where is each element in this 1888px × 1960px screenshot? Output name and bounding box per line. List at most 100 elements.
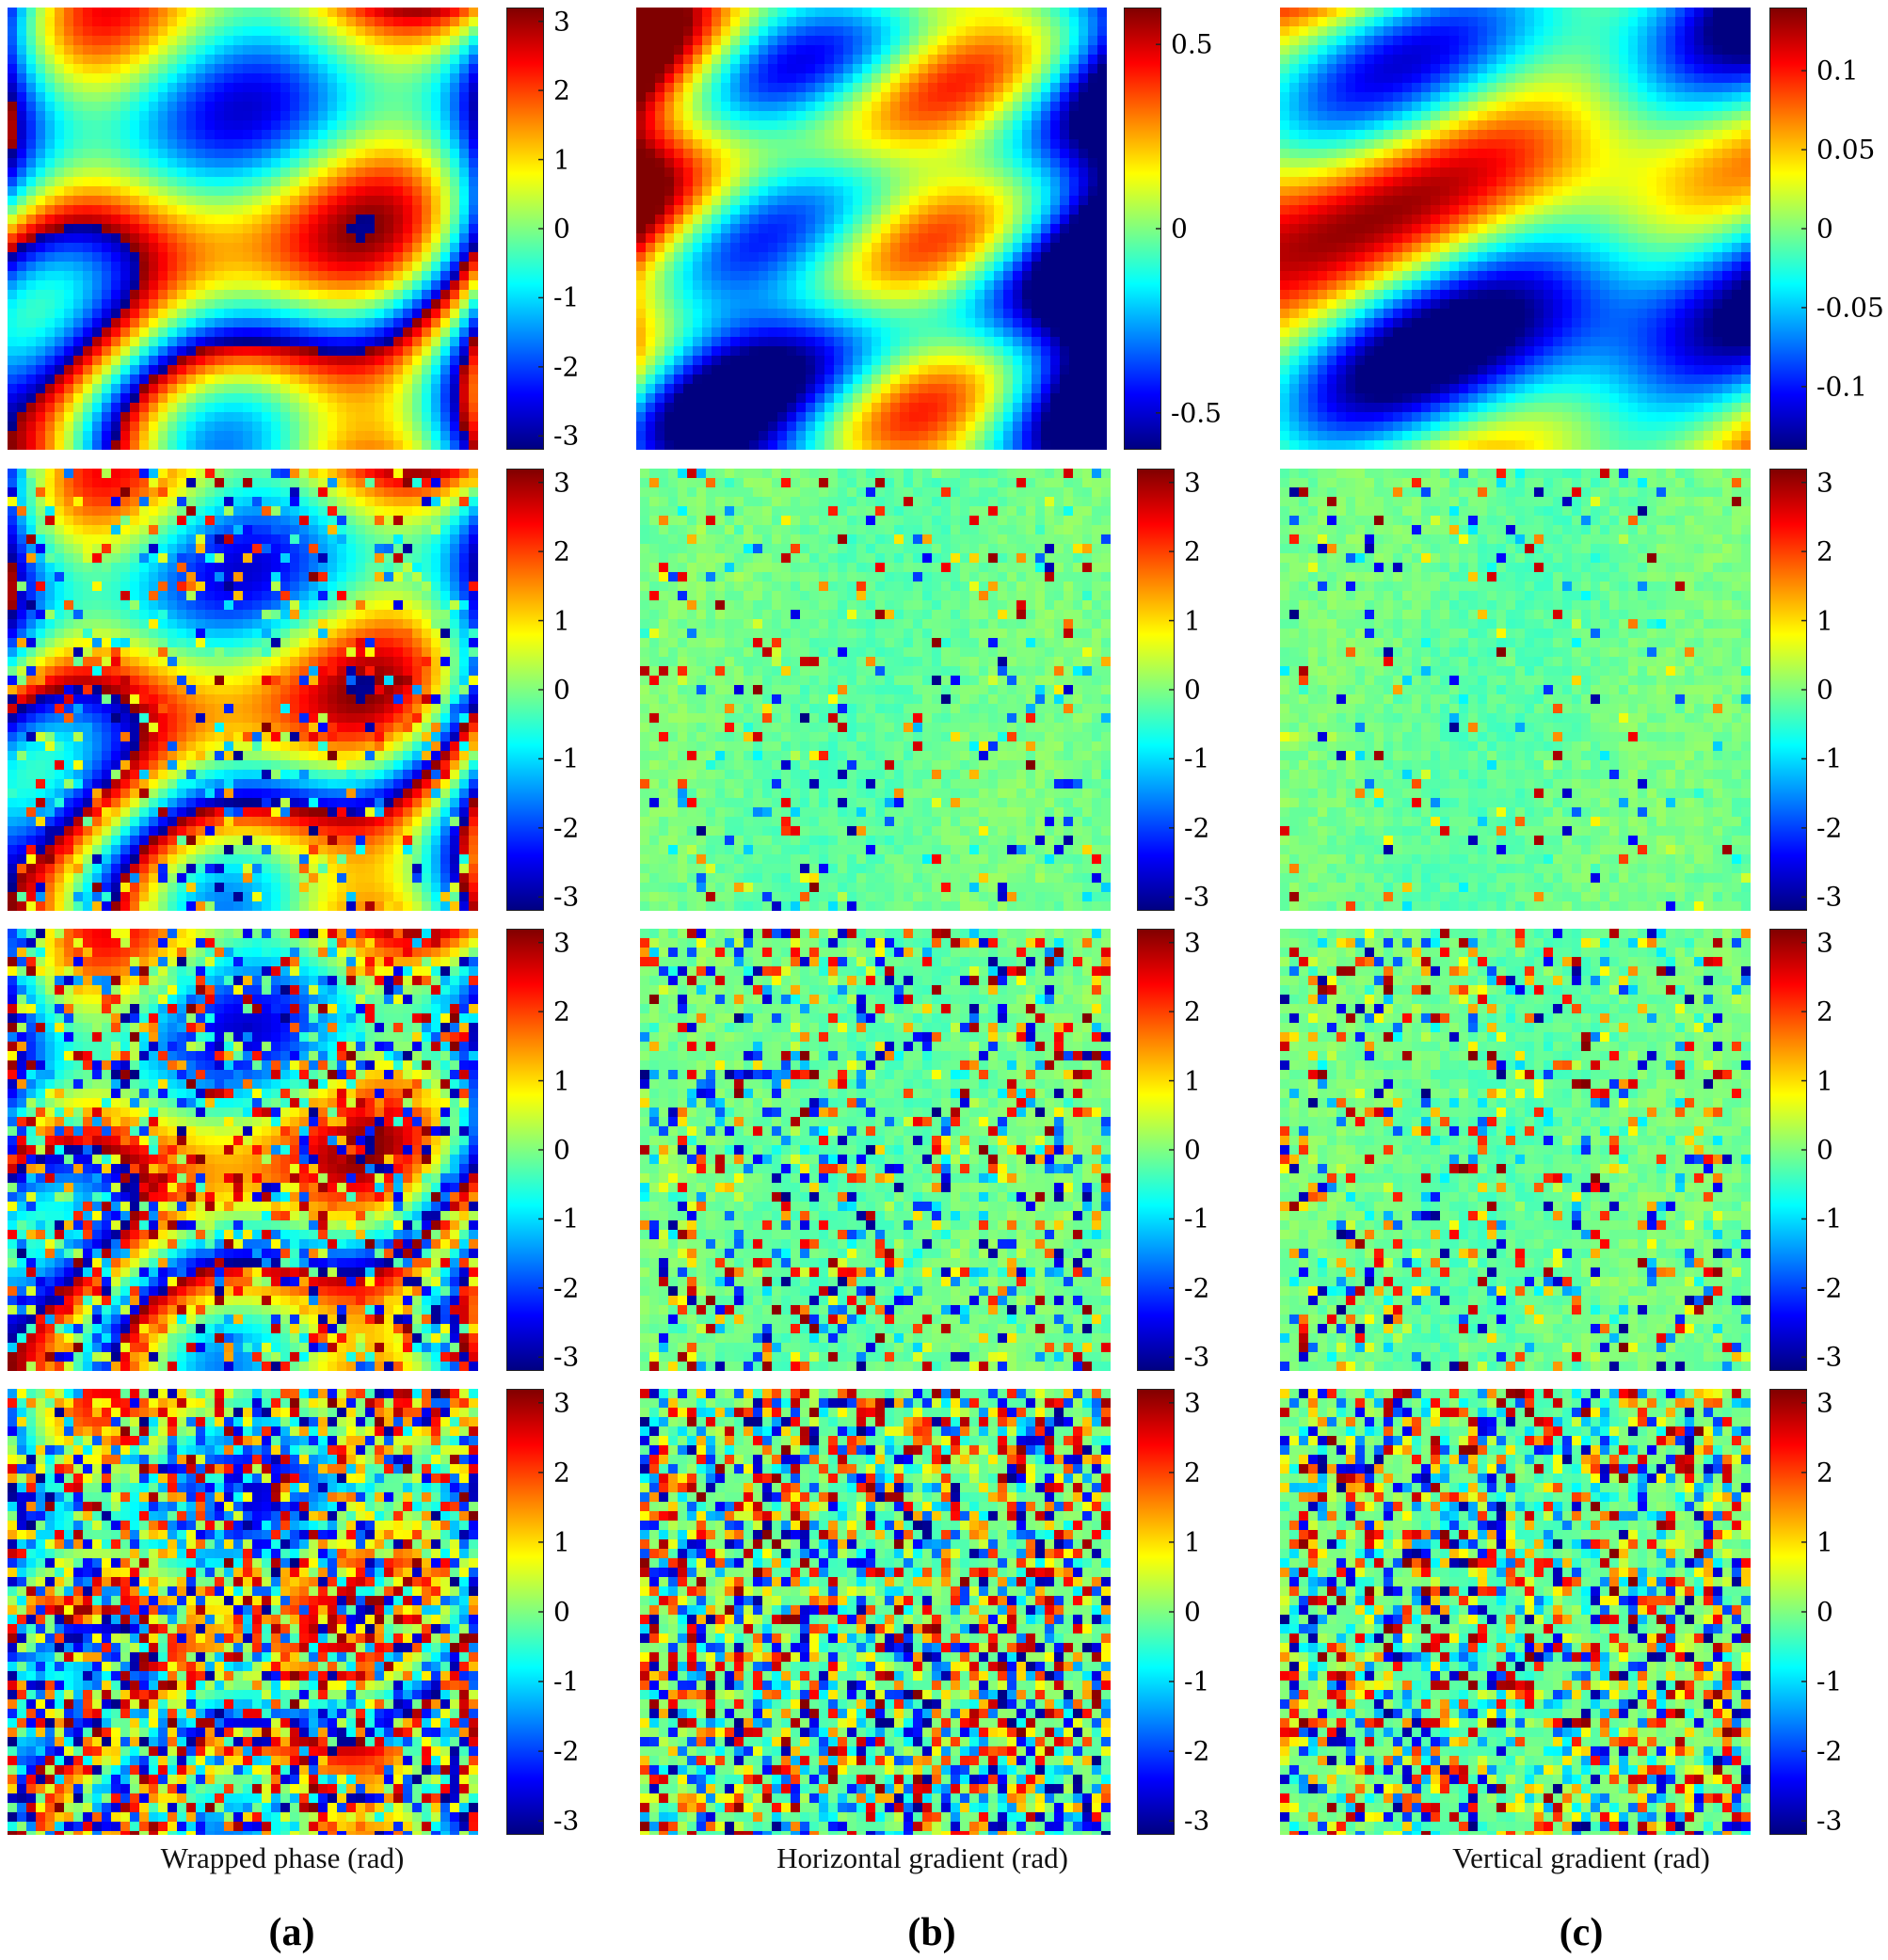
colorbar-tick-label: 1 [553,1065,570,1096]
heatmap-image [1280,469,1751,911]
colorbar-tick-label: -1 [1184,1203,1209,1235]
colorbar-tick-label: 0 [1816,1597,1833,1628]
colorbar-tick-label: 1 [1184,605,1201,636]
colorbar-tick-label: -2 [553,812,579,843]
colorbar-tick-label: 0 [1184,1597,1201,1628]
colorbar-tick-label: -1 [553,282,579,313]
colorbar-1-0 [506,469,544,915]
colorbar-tick-label: -2 [1184,1736,1209,1767]
heatmap-image [640,1389,1111,1835]
colorbar-gradient [1137,1389,1175,1835]
heatmap-3-2 [1280,1389,1751,1835]
colorbar-tick-label: 2 [553,996,570,1028]
heatmap-image [8,469,478,911]
heatmap-3-0 [8,1389,478,1835]
colorbar-tick-label: -3 [1184,1806,1209,1837]
colorbar-tick-label: 2 [1184,1457,1201,1488]
colorbar-gradient [506,8,544,450]
heatmap-1-1 [640,469,1111,911]
colorbar-gradient [1769,1389,1807,1835]
colorbar-tick-label: 3 [1816,927,1833,958]
colorbar-tick-label: -1 [1184,1666,1209,1697]
colorbar-tick-label: -0.1 [1816,371,1867,402]
colorbar-tick-label: -2 [1816,1272,1842,1303]
colorbar-tick-label: 2 [553,75,570,106]
colorbar-tick-label: -1 [553,1203,579,1235]
heatmap-image [8,8,478,450]
colorbar-tick-label: 3 [553,467,570,498]
heatmap-image [1280,8,1751,450]
colorbar-tick-label: -1 [1816,1666,1842,1697]
colorbar-tick-label: 1 [1184,1065,1201,1096]
colorbar-tick-label: -3 [553,1806,579,1837]
colorbar-tick-label: 1 [553,144,570,175]
colorbar-tick-label: -3 [553,421,579,452]
colorbar-tick-label: 3 [1184,927,1201,958]
colorbar-gradient [506,1389,544,1835]
colorbar-tick-label: 3 [1184,1387,1201,1418]
subfigure-label-b: (b) [838,1910,1026,1955]
colorbar-gradient [506,469,544,911]
colorbar-tick-label: -1 [1816,1203,1842,1235]
colorbar-tick-label: 3 [1184,467,1201,498]
colorbar-tick-label: -3 [1816,1342,1842,1373]
colorbar-tick-label: 2 [1184,996,1201,1028]
colorbar-tick-label: 0 [553,1135,570,1166]
colorbar-tick-label: 0 [1171,214,1188,245]
colorbar-tick-label: -2 [1816,1736,1842,1767]
heatmap-2-2 [1280,929,1751,1371]
colorbar-gradient [1769,8,1807,450]
subfigure-label-c: (c) [1487,1910,1675,1955]
heatmap-3-1 [640,1389,1111,1835]
colorbar-tick-label: -0.5 [1171,397,1222,428]
colorbar-1-1 [1137,469,1175,915]
colorbar-tick-label: 2 [1816,996,1833,1028]
colorbar-gradient [1769,469,1807,911]
colorbar-0-0 [506,8,544,454]
colorbar-tick-label: 1 [1816,605,1833,636]
colorbar-tick-label: 0 [1184,1135,1201,1166]
colorbar-tick-label: 0 [553,675,570,706]
colorbar-3-1 [1137,1389,1175,1839]
heatmap-image [640,929,1111,1371]
colorbar-tick-label: 1 [1184,1526,1201,1557]
colorbar-0-2 [1769,8,1807,454]
heatmap-1-2 [1280,469,1751,911]
heatmap-image [636,8,1107,450]
colorbar-tick-label: 1 [1816,1526,1833,1557]
colorbar-tick-label: -3 [553,882,579,913]
colorbar-tick-label: -3 [1184,882,1209,913]
colorbar-tick-label: 2 [1184,536,1201,567]
colorbar-tick-label: 3 [1816,467,1833,498]
colorbar-tick-label: -2 [1184,1272,1209,1303]
colorbar-tick-label: 0 [1816,1135,1833,1166]
colorbar-gradient [506,929,544,1371]
colorbar-2-1 [1137,929,1175,1375]
colorbar-tick-label: -2 [553,351,579,382]
colorbar-tick-label: -2 [1816,812,1842,843]
colorbar-tick-label: 2 [1816,1457,1833,1488]
colorbar-gradient [1769,929,1807,1371]
colorbar-2-2 [1769,929,1807,1375]
colorbar-tick-label: 2 [553,1457,570,1488]
colorbar-tick-label: 3 [553,6,570,37]
colorbar-gradient [1137,469,1175,911]
colorbar-tick-label: 3 [1816,1387,1833,1418]
heatmap-0-1 [636,8,1107,450]
colorbar-tick-label: 1 [1816,1065,1833,1096]
colorbar-tick-label: -1 [1816,743,1842,774]
colorbar-tick-label: -0.05 [1816,292,1884,323]
colorbar-tick-label: -1 [553,743,579,774]
column-label-horizontal-gradient: Horizontal gradient (rad) [696,1841,1148,1875]
colorbar-tick-label: 2 [553,536,570,567]
heatmap-1-0 [8,469,478,911]
heatmap-image [1280,929,1751,1371]
colorbar-gradient [1137,929,1175,1371]
colorbar-tick-label: 0.1 [1816,56,1859,87]
colorbar-tick-label: 0 [1184,675,1201,706]
colorbar-2-0 [506,929,544,1375]
colorbar-tick-label: 0 [553,1597,570,1628]
colorbar-tick-label: 2 [1816,536,1833,567]
colorbar-0-1 [1124,8,1161,454]
